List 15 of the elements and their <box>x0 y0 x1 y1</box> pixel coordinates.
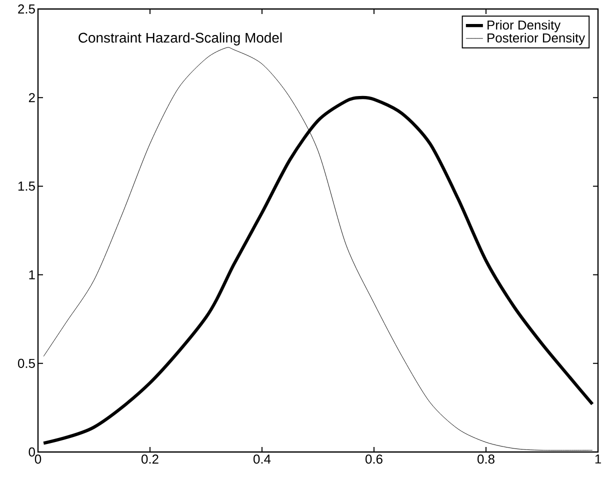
text: Constraint Hazard-Scaling Model <box>78 32 282 46</box>
x-tick-label: 0.4 <box>254 454 271 464</box>
y-tick-label: 2.5 <box>18 4 35 14</box>
x-tick-label: 1 <box>595 454 601 464</box>
y-tick-label: 2 <box>28 93 35 102</box>
x-tick-label: 0.2 <box>142 454 158 464</box>
y-tick-label: 0 <box>28 447 35 457</box>
legend-label: Prior Density <box>488 20 561 32</box>
y-tick-label: 1 <box>29 270 35 280</box>
x-tick-label: 0.6 <box>366 454 382 464</box>
legend-label: Posterior Density <box>488 32 586 46</box>
x-tick-label: 0.8 <box>478 454 494 464</box>
y-tick-label: 1.5 <box>18 182 35 191</box>
y-tick-label: 0.5 <box>18 358 35 368</box>
x-tick-label: 0 <box>34 454 42 464</box>
